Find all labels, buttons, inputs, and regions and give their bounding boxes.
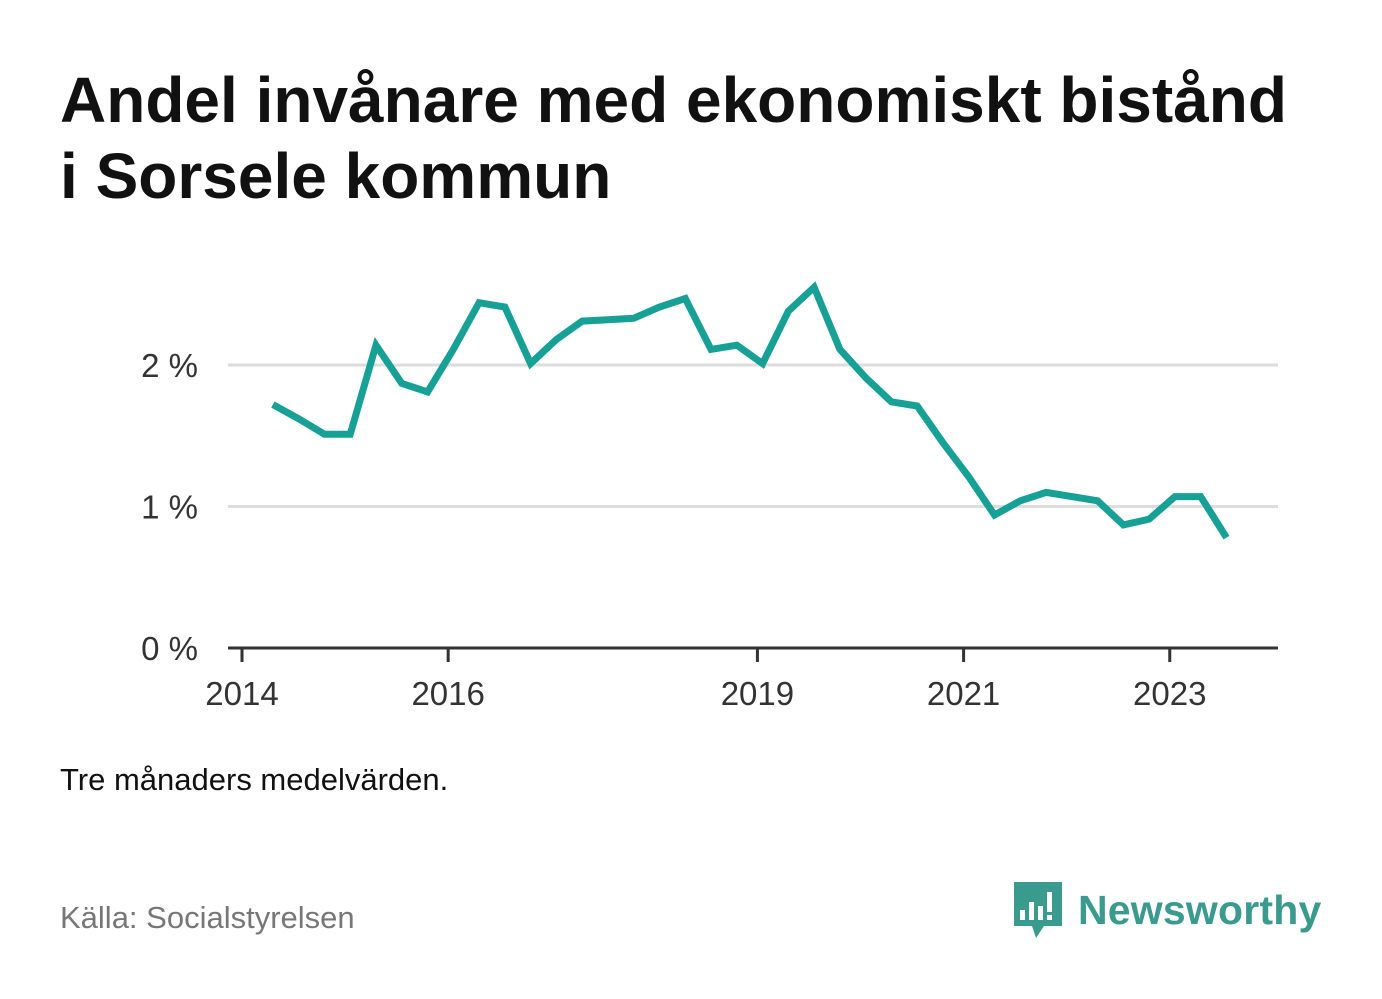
y-tick-label: 2 %	[141, 347, 198, 384]
newsworthy-chart-bubble-icon	[1014, 882, 1062, 938]
x-tick-label: 2023	[1133, 675, 1206, 712]
series-line	[271, 281, 1230, 540]
chart-title: Andel invånare med ekonomiskt bistånd i …	[60, 64, 1287, 212]
x-tick-label: 2019	[721, 675, 794, 712]
logo-text: Newsworthy	[1078, 886, 1322, 933]
x-axis: 2014 2016 2019 2021 2023	[205, 646, 1278, 712]
x-tick-label: 2016	[411, 675, 484, 712]
series-layer	[271, 281, 1230, 540]
newsworthy-logo[interactable]: Newsworthy	[1010, 880, 1322, 940]
x-tick-label: 2021	[927, 675, 1000, 712]
y-tick-label: 1 %	[141, 489, 198, 526]
chart-note: Tre månaders medelvärden.	[60, 762, 449, 797]
source-text: Källa: Socialstyrelsen	[60, 900, 355, 935]
y-tick-label: 0 %	[141, 630, 198, 667]
x-tick-label: 2014	[205, 675, 278, 712]
